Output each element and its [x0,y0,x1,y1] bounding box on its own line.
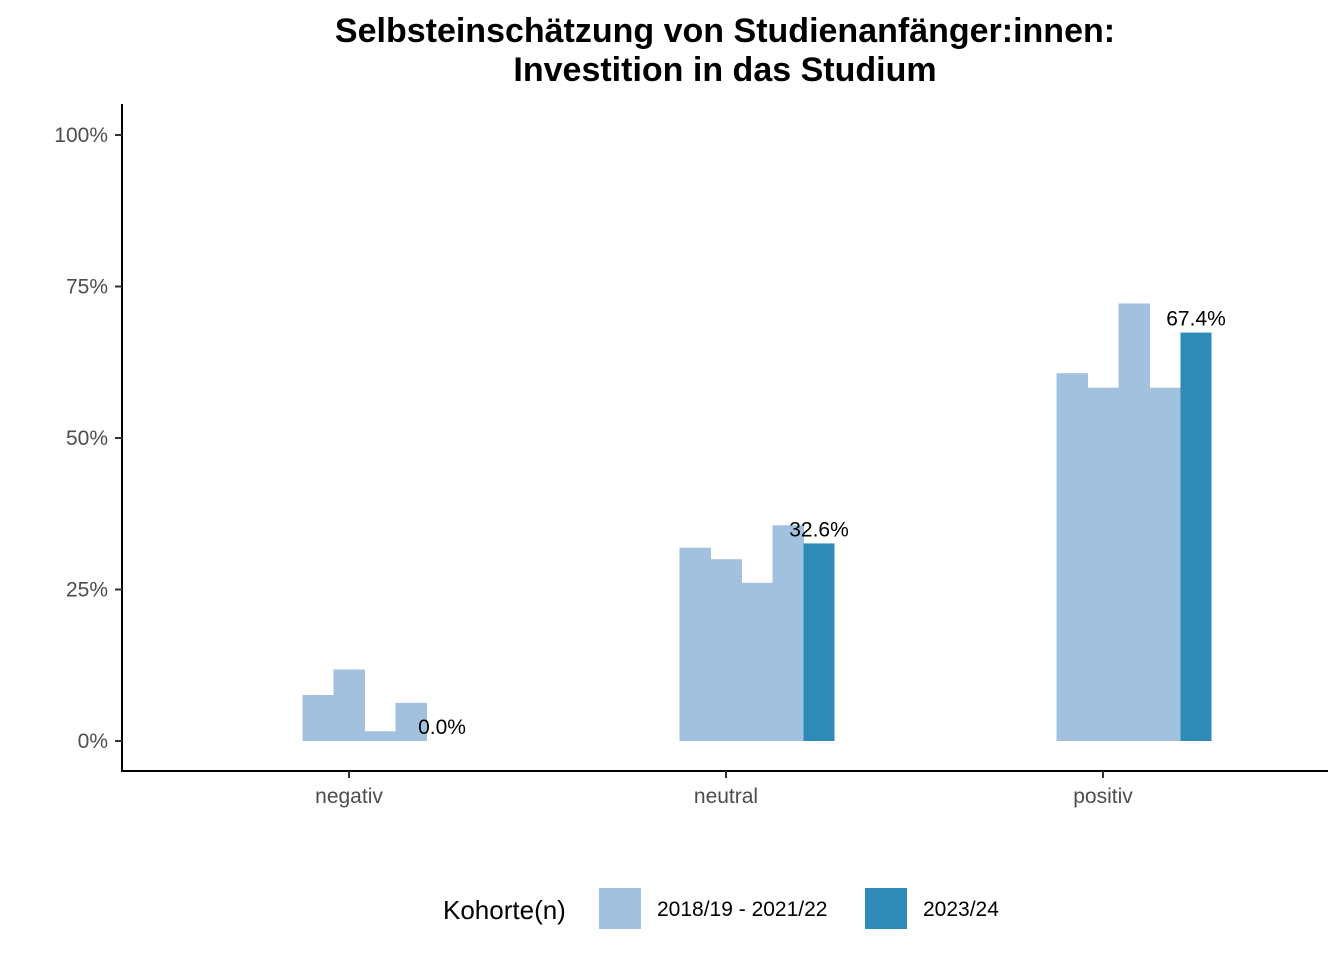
bar-positiv-hist-3 [1118,303,1150,741]
bar-positiv-hist-1 [1056,373,1088,741]
legend-label-1: 2018/19 - 2021/22 [657,898,827,921]
y-tick-label: 100% [54,124,108,147]
y-tick-label: 0% [78,730,108,753]
bar-negativ-hist-1 [302,694,334,741]
legend: Kohorte(n) 2018/19 - 2021/22 2023/24 [443,888,999,929]
chart-subtitle: Investition in das Studium [513,51,936,89]
legend-key-2 [865,888,907,929]
bar-negativ-hist-4 [395,702,427,741]
legend-key-1 [599,888,641,929]
plot-area: 0.0% 32.6% 67.4% [302,303,1226,741]
bar-neutral-hist-1 [679,547,711,741]
y-tick-label: 75% [66,276,108,299]
bar-positiv-hist-4 [1149,387,1181,741]
data-label-negativ: 0.0% [418,716,466,739]
data-label-positiv: 67.4% [1166,308,1226,331]
bar-positiv-current [1180,332,1212,741]
axes: 0% 25% 50% 75% 100% negativ neutral positiv [54,104,1328,808]
x-tick-label-positiv: positiv [1073,785,1133,808]
bar-negativ-hist-2 [333,669,365,741]
chart-title: Selbsteinschätzung von Studienanfänger:i… [335,12,1115,50]
bar-neutral-hist-3 [741,582,773,741]
x-tick-label-negativ: negativ [315,785,383,808]
legend-title: Kohorte(n) [443,895,566,925]
bar-neutral-hist-4 [772,525,804,741]
data-label-neutral: 32.6% [789,518,849,541]
bar-positiv-hist-2 [1087,387,1119,741]
x-tick-label-neutral: neutral [694,785,758,808]
legend-label-2: 2023/24 [923,898,999,921]
y-tick-label: 25% [66,579,108,602]
bar-neutral-hist-2 [710,559,742,741]
bar-negativ-hist-3 [364,731,396,741]
y-tick-label: 50% [66,427,108,450]
bar-neutral-current [803,543,835,741]
